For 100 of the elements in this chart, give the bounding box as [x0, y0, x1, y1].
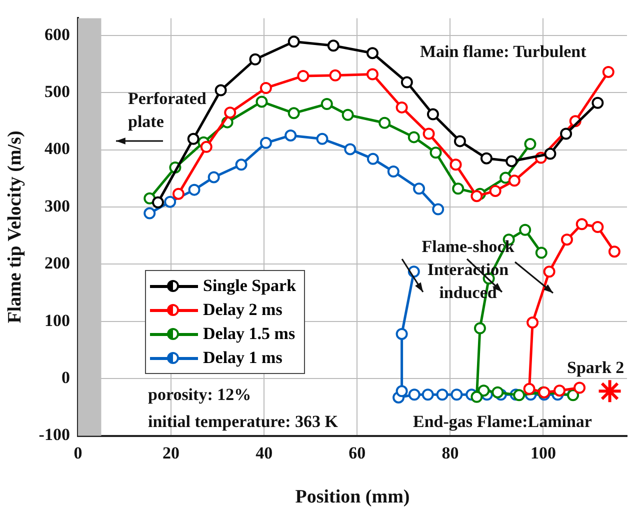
point — [342, 108, 354, 121]
point — [214, 84, 227, 96]
y-axis-title: Flame tip Velocity (m/s) — [4, 130, 26, 324]
point — [523, 382, 536, 395]
point — [396, 328, 408, 340]
point — [489, 184, 502, 197]
point — [164, 196, 176, 208]
point — [524, 138, 536, 150]
point — [426, 108, 439, 120]
x-tick-label: 0 — [74, 443, 82, 462]
x-axis-title: Position (mm) — [295, 486, 410, 508]
point — [519, 224, 532, 236]
point — [436, 388, 448, 401]
point — [478, 384, 490, 397]
point — [574, 382, 586, 394]
point — [526, 316, 539, 329]
legend-label: Delay 2 ms — [203, 300, 282, 320]
point — [256, 96, 268, 108]
point — [554, 384, 566, 397]
point — [396, 101, 408, 114]
y-tick-label: 100 — [44, 310, 70, 330]
point — [187, 132, 200, 145]
point — [288, 36, 300, 48]
point — [413, 182, 426, 195]
point — [480, 152, 492, 164]
point — [602, 66, 614, 78]
point — [396, 385, 408, 398]
y-tick-label: 500 — [44, 82, 70, 101]
point — [543, 266, 556, 278]
point — [316, 132, 328, 145]
point — [366, 47, 378, 60]
point — [144, 192, 156, 204]
point — [249, 53, 262, 66]
point — [470, 390, 483, 403]
point — [152, 196, 164, 208]
point — [474, 322, 486, 334]
point — [432, 203, 444, 216]
point — [592, 96, 604, 109]
point — [608, 246, 620, 258]
point — [387, 166, 400, 178]
point — [500, 172, 512, 184]
point — [408, 388, 420, 401]
point — [320, 98, 333, 110]
point — [408, 131, 420, 144]
point — [235, 158, 248, 171]
point — [452, 182, 464, 195]
point — [560, 234, 573, 246]
point — [172, 188, 184, 200]
point — [188, 184, 200, 196]
y-tick-label: 600 — [44, 24, 70, 44]
point — [297, 70, 310, 82]
x-tick-label: 40 — [256, 443, 273, 462]
point — [327, 40, 340, 52]
annotation: Main flame: Turbulent — [420, 42, 587, 61]
point — [422, 388, 434, 401]
annotation: End-gas Flame:Laminar — [413, 412, 592, 431]
point — [329, 69, 342, 82]
annotation: porosity: 12% — [148, 385, 252, 404]
point — [260, 82, 272, 94]
point — [513, 389, 526, 402]
point — [544, 148, 556, 160]
x-tick-label: 80 — [442, 443, 459, 462]
y-tick-label: 200 — [44, 254, 70, 273]
legend-label: Delay 1 ms — [203, 348, 282, 368]
point — [366, 68, 378, 80]
x-tick-label: 20 — [162, 443, 180, 462]
legend-label: Single Spark — [203, 276, 296, 296]
point — [450, 388, 463, 401]
legend-label: Delay 1.5 ms — [203, 324, 296, 344]
point — [260, 136, 272, 149]
point — [400, 76, 413, 88]
point — [592, 221, 604, 233]
annotation: Perforated plate — [128, 89, 207, 131]
point — [284, 129, 297, 142]
point — [422, 128, 435, 140]
annotation: Spark 2 — [567, 358, 624, 377]
point — [208, 171, 220, 184]
y-tick-label: 0 — [61, 368, 70, 387]
point — [535, 246, 548, 259]
point — [378, 116, 391, 129]
point — [508, 174, 520, 187]
x-tick-label: 100 — [530, 443, 556, 462]
point — [144, 207, 156, 220]
point — [454, 135, 466, 148]
point — [506, 155, 518, 168]
point — [344, 143, 356, 156]
point — [470, 190, 483, 202]
annotation: initial temperature: 363 K — [148, 412, 339, 431]
point — [450, 158, 462, 171]
x-tick-label: 60 — [348, 443, 366, 462]
point — [200, 140, 212, 153]
point — [576, 218, 588, 230]
point — [492, 386, 504, 398]
point — [560, 128, 572, 140]
y-tick-label: -100 — [38, 425, 70, 444]
y-tick-label: 300 — [44, 196, 70, 216]
point — [224, 106, 236, 119]
point — [288, 107, 300, 120]
point — [430, 146, 442, 159]
point — [366, 152, 379, 165]
